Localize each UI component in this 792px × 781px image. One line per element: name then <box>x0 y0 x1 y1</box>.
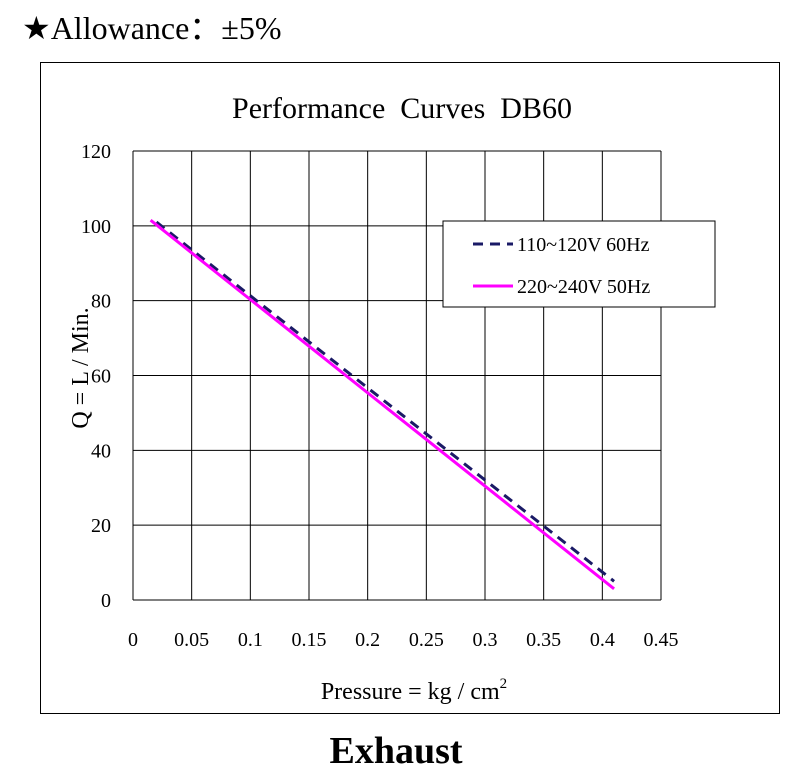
x-tick-label: 0.15 <box>292 629 327 651</box>
x-tick-label: 0 <box>128 629 138 651</box>
performance-chart: Performance Curves DB60 020406080100120 … <box>68 92 716 705</box>
x-tick-label: 0.35 <box>526 629 561 651</box>
y-tick-label: 0 <box>101 590 111 612</box>
x-tick-label: 0.4 <box>590 629 615 651</box>
x-axis-label: Pressure = kg / cm2 <box>321 676 507 705</box>
x-tick-label: 0.1 <box>238 629 263 651</box>
x-tick-label: 0.25 <box>409 629 444 651</box>
legend-label-220-240v: 220~240V 50Hz <box>517 276 650 298</box>
y-tick-label: 20 <box>91 515 111 537</box>
chart-frame: Performance Curves DB60 0 20 40 60 80 100 120 … <box>40 62 780 714</box>
allowance-label: ★Allowance：±5% <box>22 8 282 48</box>
allowance-text: Allowance：±5% <box>50 10 282 46</box>
y-tick-label: 60 <box>91 366 111 388</box>
y-tick-labels: 0 20 40 60 80 100 120 <box>81 141 111 612</box>
x-tick-labels: 0 0.05 0.1 0.15 0.2 0.25 0.3 0.35 0.4 0.45 <box>128 629 679 651</box>
y-tick-label: 80 <box>91 291 111 313</box>
x-axis-label-text: Pressure = kg / cm <box>321 679 500 705</box>
legend: 110~120V 60Hz 220~240V 50Hz <box>442 220 716 308</box>
series-line-1 <box>149 219 616 590</box>
series-lines <box>149 219 616 590</box>
chart-title: Performance Curves DB60 <box>232 92 572 125</box>
series-line-0 <box>155 220 615 583</box>
x-axis-label-superscript: 2 <box>500 676 508 692</box>
y-tick-label: 40 <box>91 440 111 462</box>
y-axis-label: Q = L / Min. <box>68 307 94 428</box>
exhaust-label: Exhaust <box>329 730 463 772</box>
legend-box <box>442 220 716 308</box>
x-tick-label: 0.05 <box>174 629 209 651</box>
legend-label-110-120v: 110~120V 60Hz <box>517 234 650 256</box>
x-tick-label: 0.45 <box>644 629 679 651</box>
y-tick-label: 120 <box>81 141 111 163</box>
x-tick-label: 0.2 <box>355 629 380 651</box>
plot-grid <box>132 150 662 601</box>
y-tick-label: 100 <box>81 216 111 238</box>
star-icon: ★ <box>22 10 51 46</box>
x-tick-label: 0.3 <box>473 629 498 651</box>
